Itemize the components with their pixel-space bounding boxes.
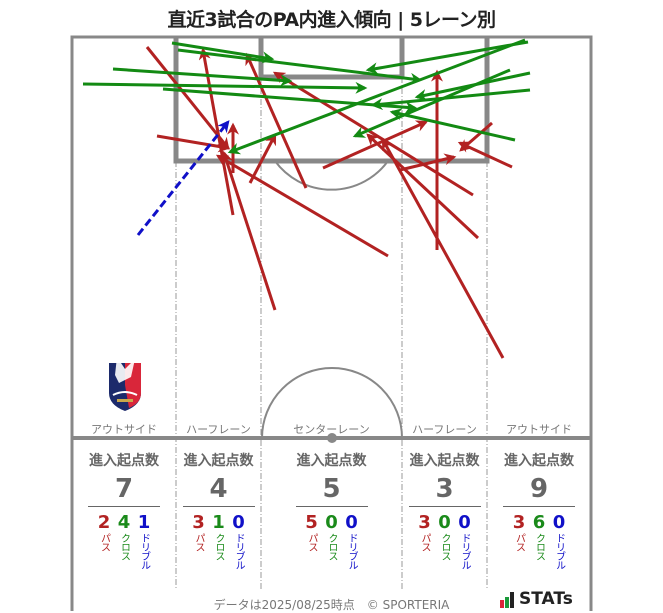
pass-count: 5: [305, 512, 318, 533]
pass-label: パス: [513, 533, 525, 551]
bar-chart-icon: [500, 592, 514, 608]
penalty-box: [173, 37, 490, 164]
penalty-arc: [274, 160, 389, 191]
divider: [88, 506, 160, 507]
pass-label: パス: [193, 533, 204, 551]
goal-area: [258, 37, 405, 80]
center-spot: [327, 433, 337, 443]
divider: [408, 506, 481, 507]
dribble-arrow: [136, 120, 230, 236]
dribble-count: 0: [232, 512, 245, 533]
dribble-label: ドリブル: [346, 533, 357, 569]
pitch-outline: [70, 35, 593, 611]
stat-header: 進入起点数: [89, 453, 159, 469]
stats-brand: STATs: [500, 590, 573, 608]
stat-total: 5: [322, 474, 341, 504]
dribble-label: ドリブル: [233, 533, 244, 569]
lane-stats-right-halfspace: 進入起点数 3 3 パス 0 クロス 0 ドリブル: [402, 450, 487, 569]
pass-label: パス: [98, 533, 110, 551]
dribble-label: ドリブル: [138, 533, 150, 569]
cross-count: 6: [532, 512, 546, 533]
cross-label: クロス: [213, 533, 224, 560]
lane-stats-center: 進入起点数 5 5 パス 0 クロス 0 ドリブル: [261, 450, 402, 569]
divider: [503, 506, 575, 507]
pass-label: パス: [419, 533, 430, 551]
cross-arrows: [82, 38, 531, 155]
stat-header: 進入起点数: [409, 453, 480, 469]
stat-total: 9: [529, 474, 549, 504]
cross-count: 1: [212, 512, 225, 533]
stat-header: 進入起点数: [296, 453, 367, 469]
cross-count: 0: [325, 512, 338, 533]
lane-stats-left-outside: 進入起点数 7 2 パス 4 クロス 1 ドリブル: [72, 450, 176, 569]
dribble-count: 0: [345, 512, 358, 533]
pass-count: 3: [512, 512, 526, 533]
dribble-label: ドリブル: [553, 533, 565, 569]
pass-count: 2: [97, 512, 111, 533]
footer-credit: データは2025/08/25時点 © SPORTERIA: [213, 598, 450, 612]
lane-label-left-halfspace: ハーフレーン: [186, 423, 251, 436]
pass-count: 3: [192, 512, 205, 533]
cross-count: 4: [117, 512, 131, 533]
dribble-count: 1: [137, 512, 151, 533]
lane-label-right-halfspace: ハーフレーン: [412, 423, 477, 436]
lane-label-center: センターレーン: [293, 423, 370, 436]
cross-label: クロス: [533, 533, 545, 560]
stat-total: 7: [114, 474, 134, 504]
divider: [182, 506, 255, 507]
dribble-count: 0: [552, 512, 566, 533]
pass-arrows: [145, 46, 513, 359]
cross-label: クロス: [118, 533, 130, 560]
team-crest-logo: [109, 357, 141, 411]
pass-count: 3: [418, 512, 431, 533]
lane-stats-left-halfspace: 進入起点数 4 3 パス 1 クロス 0 ドリブル: [176, 450, 261, 569]
cross-count: 0: [438, 512, 451, 533]
lane-label-left-outside: アウトサイド: [91, 423, 157, 436]
stat-total: 4: [209, 474, 228, 504]
pass-label: パス: [306, 533, 317, 551]
cross-label: クロス: [439, 533, 450, 560]
dribble-count: 0: [458, 512, 471, 533]
center-circle: [261, 367, 403, 439]
stat-total: 3: [435, 474, 454, 504]
dribble-label: ドリブル: [459, 533, 470, 569]
brand-name: STATs: [519, 589, 573, 609]
page-title: 直近3試合のPA内進入傾向 | 5レーン別: [167, 9, 496, 31]
divider: [295, 506, 368, 507]
lane-label-right-outside: アウトサイド: [506, 423, 572, 436]
cross-label: クロス: [326, 533, 337, 560]
lane-stats-right-outside: 進入起点数 9 3 パス 6 クロス 0 ドリブル: [487, 450, 591, 569]
stat-header: 進入起点数: [183, 453, 254, 469]
stat-header: 進入起点数: [504, 453, 574, 469]
